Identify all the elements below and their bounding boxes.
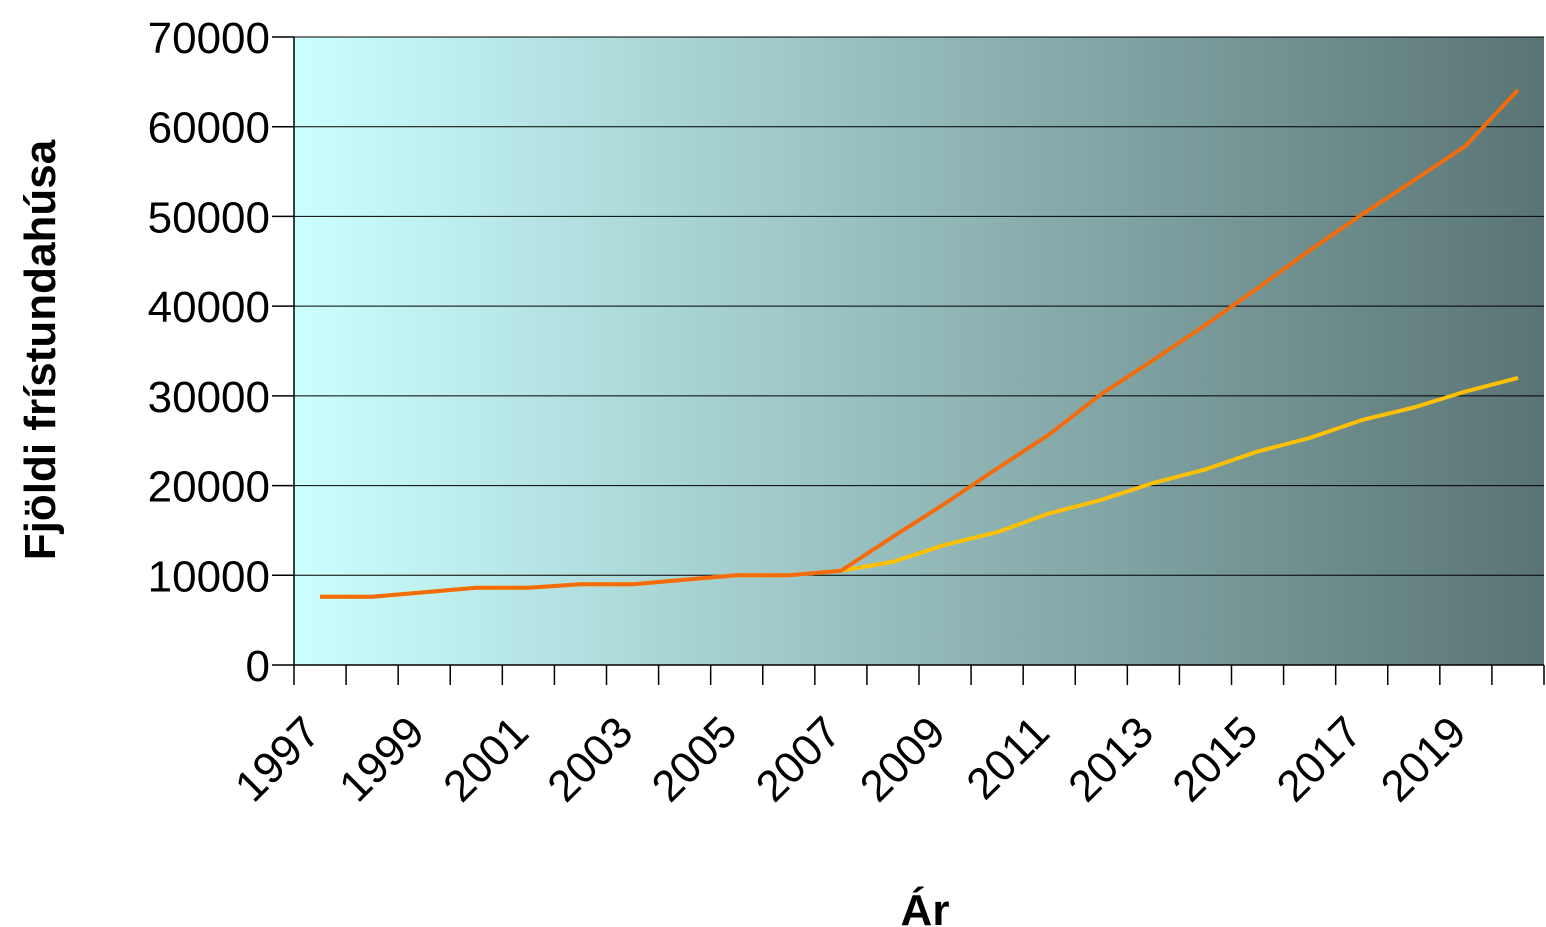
- y-tick-label: 30000: [148, 373, 270, 422]
- series-line-2: [320, 88, 1520, 599]
- x-tick-label: 2005: [643, 707, 747, 811]
- y-tick-label: 20000: [148, 463, 270, 512]
- y-tick-label: 60000: [148, 104, 270, 153]
- plot-area: [294, 37, 1544, 665]
- x-tick-label: 2017: [1268, 707, 1372, 811]
- y-axis-ticks: 0 10000 20000 30000 40000 50000 60000 70000: [148, 14, 294, 691]
- x-axis-ticks: 1997 1999 2001 2003 2005 2007 2009 2011 2013 2015…: [226, 665, 1545, 811]
- x-tick-label: 2011: [957, 707, 1059, 809]
- y-tick-label: 70000: [148, 14, 270, 63]
- series-lines: [320, 88, 1520, 599]
- x-tick-label: 1999: [330, 707, 434, 811]
- gridlines: [294, 36, 1544, 576]
- x-tick-label: 2013: [1059, 707, 1163, 811]
- y-tick-label: 50000: [148, 193, 270, 242]
- y-tick-label: 10000: [148, 552, 270, 601]
- y-tick-label: 40000: [148, 283, 270, 332]
- x-tick-label: 2009: [851, 707, 955, 811]
- y-axis-title: Fjöldi frístundahúsa: [16, 139, 65, 560]
- x-tick-label: 2007: [747, 707, 851, 811]
- x-tick-label: 2019: [1372, 707, 1476, 811]
- x-tick-label: 2015: [1163, 707, 1267, 811]
- x-tick-label: 2001: [434, 707, 538, 811]
- x-tick-label: 1997: [226, 707, 330, 811]
- x-tick-label: 2003: [538, 707, 642, 811]
- y-tick-label: 0: [246, 642, 270, 691]
- x-axis-title: Ár: [901, 885, 950, 927]
